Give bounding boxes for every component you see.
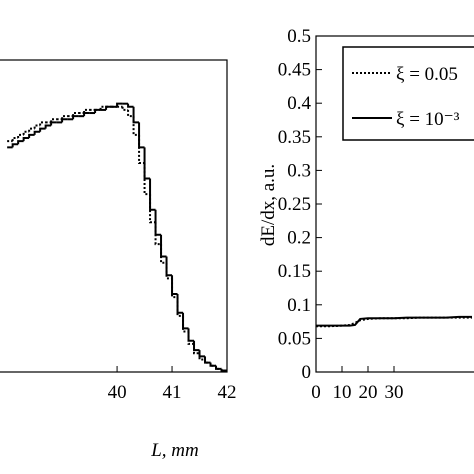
histogram-step	[50, 121, 57, 126]
histogram-step	[44, 124, 52, 129]
histogram-step	[138, 122, 145, 149]
x-tick-label: 0	[311, 382, 321, 403]
histogram-step	[143, 147, 151, 180]
y-tick-label: 0.4	[287, 93, 311, 114]
x-tick-label: 41	[163, 382, 182, 403]
histogram-step	[127, 109, 134, 118]
histogram-step	[154, 222, 162, 246]
y-tick-label: 0.25	[278, 194, 311, 215]
histogram-step	[17, 140, 24, 145]
histogram-step	[39, 127, 46, 132]
y-tick-label: 0.45	[278, 60, 311, 81]
y-tick-label: 0	[302, 362, 312, 383]
y-axis-label: dE/dx, a.u.	[258, 164, 279, 246]
histogram-step	[72, 115, 79, 120]
histogram-step	[28, 127, 35, 132]
x-tick-label: 10	[333, 382, 352, 403]
y-tick-label: 0.05	[278, 328, 311, 349]
x-axis-label: L, mm	[150, 440, 199, 461]
histogram-step	[22, 130, 30, 135]
histogram-step	[193, 340, 200, 352]
histogram-step	[154, 209, 162, 236]
x-tick-label: 30	[385, 382, 404, 403]
histogram-step	[50, 118, 57, 123]
histogram-step	[209, 362, 217, 367]
histogram-step	[127, 103, 134, 108]
y-tick-label: 0.2	[287, 228, 311, 249]
y-tick-label: 0.35	[278, 127, 311, 148]
y-tick-label: 0.5	[287, 26, 311, 47]
x-tick-label: 40	[108, 382, 127, 403]
histogram-step	[28, 133, 35, 138]
histogram-step	[105, 105, 112, 110]
histogram-step	[182, 312, 189, 330]
histogram-step	[132, 106, 140, 124]
histogram-step	[99, 105, 107, 110]
x-tick-label: 42	[218, 382, 237, 403]
histogram-step	[198, 350, 206, 358]
histogram-step	[11, 143, 19, 148]
histogram-step	[33, 124, 41, 129]
histogram-series	[7, 102, 227, 372]
histogram-step	[149, 178, 156, 211]
histogram-step	[83, 112, 90, 117]
legend-label: ξ = 0.05	[396, 64, 458, 85]
histogram-step	[72, 112, 79, 117]
histogram-step	[39, 121, 46, 126]
histogram-step	[121, 106, 129, 111]
histogram-step	[193, 343, 200, 355]
histogram-step	[165, 256, 173, 277]
histogram-step	[220, 368, 227, 372]
histogram-step	[176, 294, 184, 314]
y-tick-label: 0.15	[278, 261, 311, 282]
legend-label: ξ = 10⁻³	[396, 109, 460, 130]
histogram-step	[160, 234, 167, 258]
histogram-step	[22, 137, 30, 142]
y-tick-label: 0.3	[287, 160, 311, 181]
histogram-step	[17, 133, 24, 138]
histogram-step	[215, 365, 222, 370]
plot-frame	[0, 59, 228, 373]
data-line	[316, 315, 472, 327]
histogram-step	[187, 328, 195, 342]
legend-box	[342, 46, 474, 141]
histogram-step	[204, 356, 211, 364]
histogram-step	[11, 137, 19, 142]
histogram-series	[7, 105, 227, 372]
histogram-step	[171, 275, 178, 295]
histogram-step	[198, 353, 206, 361]
histogram-step	[94, 108, 101, 114]
histogram-step	[61, 115, 68, 120]
histogram-step	[83, 108, 90, 114]
x-tick-label: 20	[359, 382, 378, 403]
histogram-step	[61, 118, 68, 123]
histogram-step	[33, 130, 41, 135]
y-tick-label: 0.1	[287, 295, 311, 316]
histogram-step	[116, 102, 123, 107]
